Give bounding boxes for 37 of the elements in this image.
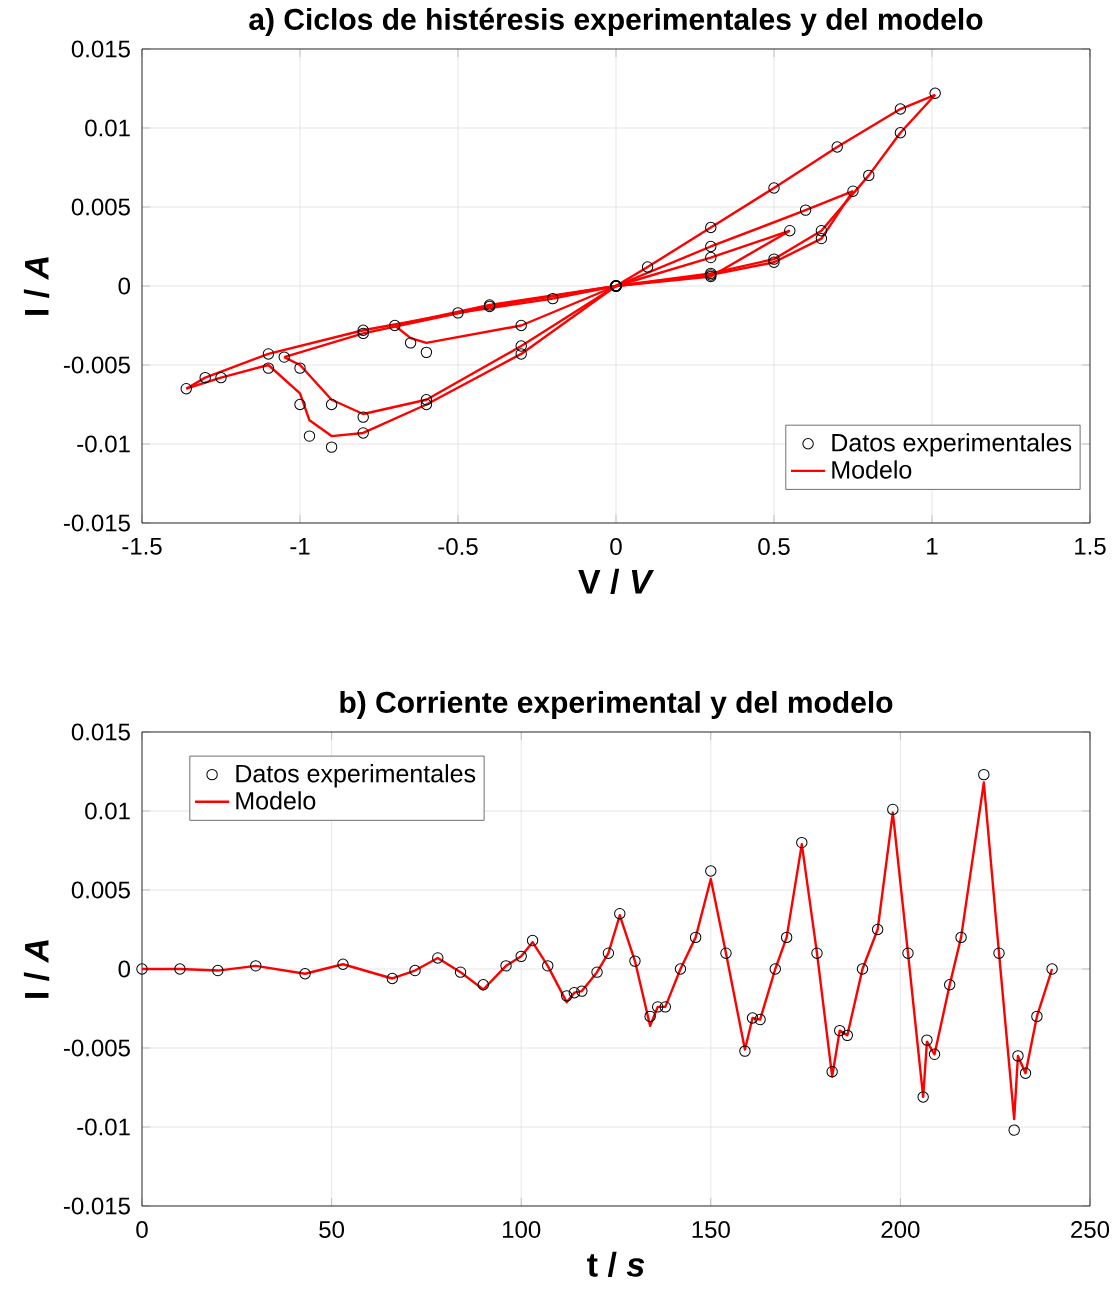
x-tick-label: -0.5 (438, 538, 478, 556)
legend-label: Datos experimentales (236, 764, 476, 788)
y-tick-label: -0.015 (63, 514, 130, 532)
y-tick-label: 0.015 (71, 40, 130, 58)
y-tick-label: 0.005 (71, 881, 130, 899)
x-tick-label: 0.5 (758, 538, 790, 556)
y-tick-label: 0 (118, 277, 131, 295)
legend-label: Datos experimentales (832, 433, 1072, 457)
x-tick-label: -1 (290, 538, 310, 555)
x-axis-title: t / s (587, 1251, 645, 1278)
y-tick-label: -0.01 (77, 435, 130, 453)
x-tick-label: 1 (927, 538, 938, 555)
x-axis-title: V / V (578, 568, 655, 595)
y-tick-label: 0.01 (85, 119, 130, 137)
legend-label: Modelo (236, 791, 316, 810)
y-tick-label: 0.015 (71, 723, 130, 741)
y-tick-label: -0.005 (63, 1039, 130, 1057)
y-tick-label: 0.01 (85, 802, 130, 820)
x-tick-label: 150 (692, 1221, 730, 1239)
x-tick-label: 1.5 (1075, 538, 1106, 555)
x-tick-label: 0 (610, 538, 622, 556)
x-tick-label: 50 (319, 1221, 345, 1239)
y-tick-label: -0.005 (63, 356, 130, 374)
x-tick-label: 250 (1071, 1221, 1110, 1239)
x-tick-label: 0 (136, 1221, 148, 1239)
x-tick-label: 100 (503, 1221, 541, 1239)
chart-title: b) Corriente experimental y del modelo (340, 690, 893, 719)
y-axis-title: I / A (23, 257, 50, 315)
x-tick-label: 200 (881, 1221, 920, 1239)
y-axis-title: I / A (23, 940, 50, 998)
y-tick-label: 0.005 (71, 198, 130, 216)
y-tick-label: 0 (118, 960, 131, 978)
x-tick-label: -1.5 (122, 538, 162, 555)
legend-label: Modelo (832, 460, 912, 479)
y-tick-label: -0.01 (77, 1118, 130, 1136)
y-tick-label: -0.015 (63, 1197, 130, 1215)
chart-title: a) Ciclos de histéresis experimentales y del modelo (249, 7, 983, 36)
